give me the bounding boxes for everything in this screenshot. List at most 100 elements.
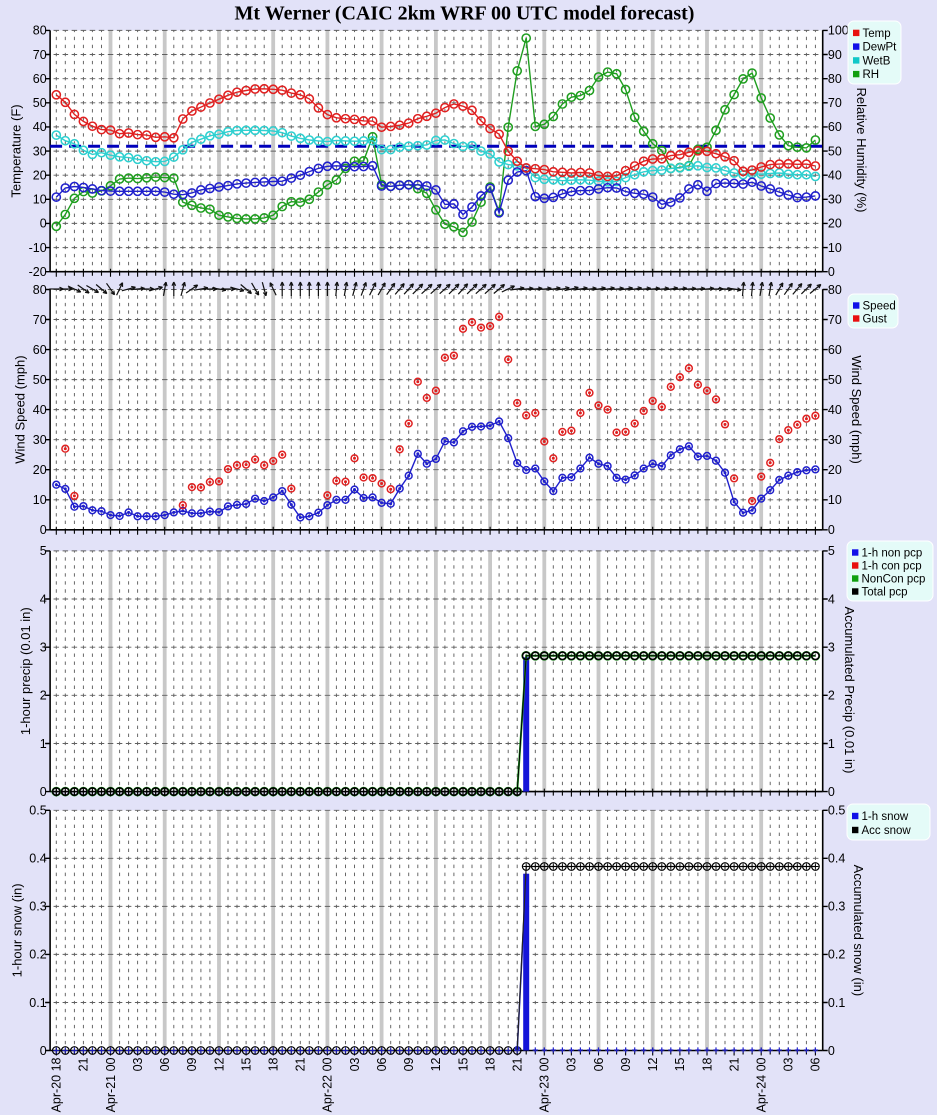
svg-text:20: 20 [33,169,47,183]
svg-text:100: 100 [828,24,849,38]
svg-text:0: 0 [828,785,835,799]
svg-text:-10: -10 [29,241,47,255]
svg-text:12: 12 [646,1057,660,1071]
svg-text:0.3: 0.3 [29,900,46,914]
svg-text:10: 10 [828,241,842,255]
svg-text:60: 60 [33,343,47,357]
svg-text:30: 30 [33,144,47,158]
svg-text:0: 0 [828,523,835,537]
svg-text:21: 21 [77,1057,91,1071]
svg-text:0.2: 0.2 [29,948,46,962]
svg-text:18: 18 [267,1057,281,1071]
svg-text:80: 80 [33,283,47,297]
svg-text:06: 06 [592,1057,606,1071]
svg-text:40: 40 [33,403,47,417]
svg-text:0: 0 [828,265,835,279]
svg-text:2: 2 [40,689,47,703]
svg-text:70: 70 [828,313,842,327]
svg-text:1: 1 [40,737,47,751]
svg-text:03: 03 [782,1057,796,1071]
svg-text:Apr-22 00: Apr-22 00 [321,1057,335,1112]
svg-text:0: 0 [40,217,47,231]
svg-text:0.2: 0.2 [828,948,845,962]
svg-text:09: 09 [185,1057,199,1071]
svg-text:Speed: Speed [863,301,896,313]
svg-text:03: 03 [565,1057,579,1071]
svg-text:Total pcp: Total pcp [862,587,908,599]
svg-text:40: 40 [828,403,842,417]
svg-text:21: 21 [294,1057,308,1071]
svg-text:06: 06 [158,1057,172,1071]
svg-text:60: 60 [33,72,47,86]
svg-text:Accumulated Precip (0.01 in): Accumulated Precip (0.01 in) [842,607,857,774]
svg-text:21: 21 [727,1057,741,1071]
svg-text:0: 0 [40,785,47,799]
svg-text:20: 20 [828,463,842,477]
svg-text:4: 4 [40,592,47,606]
svg-text:21: 21 [511,1057,525,1071]
svg-text:12: 12 [212,1057,226,1071]
svg-text:20: 20 [828,217,842,231]
svg-text:09: 09 [402,1057,416,1071]
svg-text:5: 5 [828,544,835,558]
svg-text:Temp: Temp [863,28,891,40]
svg-text:12: 12 [429,1057,443,1071]
svg-text:0.4: 0.4 [828,852,845,866]
svg-text:30: 30 [828,433,842,447]
svg-text:1-hour snow (in): 1-hour snow (in) [10,883,25,977]
svg-text:Apr-20 18: Apr-20 18 [50,1057,64,1112]
svg-text:Acc snow: Acc snow [862,825,912,837]
svg-text:30: 30 [828,193,842,207]
svg-text:0.1: 0.1 [828,996,845,1010]
svg-text:70: 70 [33,48,47,62]
svg-text:1-h non pcp: 1-h non pcp [862,548,923,560]
svg-text:3: 3 [40,641,47,655]
svg-text:60: 60 [828,120,842,134]
svg-text:0.1: 0.1 [29,996,46,1010]
svg-text:DewPt: DewPt [863,42,898,54]
svg-text:1-hour precip (0.01 in): 1-hour precip (0.01 in) [18,607,33,735]
svg-text:0.5: 0.5 [29,804,46,818]
svg-text:-20: -20 [29,265,47,279]
svg-text:03: 03 [131,1057,145,1071]
svg-text:0: 0 [40,1044,47,1058]
svg-text:06: 06 [375,1057,389,1071]
svg-text:90: 90 [828,48,842,62]
svg-text:1-h snow: 1-h snow [862,811,909,823]
svg-text:0.3: 0.3 [828,900,845,914]
svg-text:30: 30 [33,433,47,447]
svg-text:15: 15 [456,1057,470,1071]
svg-text:15: 15 [673,1057,687,1071]
svg-text:70: 70 [33,313,47,327]
svg-text:Relative Humidity (%): Relative Humidity (%) [854,88,869,213]
svg-text:4: 4 [828,592,835,606]
svg-text:RH: RH [863,69,880,81]
svg-text:50: 50 [828,144,842,158]
svg-text:10: 10 [828,493,842,507]
svg-text:50: 50 [828,373,842,387]
svg-text:18: 18 [483,1057,497,1071]
svg-text:2: 2 [828,689,835,703]
svg-text:Wind Speed (mph): Wind Speed (mph) [13,355,28,463]
svg-text:Temperature (F): Temperature (F) [9,104,24,197]
svg-text:Wind Speed (mph): Wind Speed (mph) [849,355,864,463]
svg-text:80: 80 [33,24,47,38]
svg-text:20: 20 [33,463,47,477]
svg-text:Accumulated snow (in): Accumulated snow (in) [851,865,866,997]
svg-text:50: 50 [33,373,47,387]
svg-text:03: 03 [348,1057,362,1071]
svg-text:0: 0 [828,1044,835,1058]
svg-text:70: 70 [828,96,842,110]
svg-text:1: 1 [828,737,835,751]
svg-text:09: 09 [619,1057,633,1071]
svg-text:80: 80 [828,283,842,297]
svg-text:06: 06 [809,1057,823,1071]
svg-text:Apr-21 00: Apr-21 00 [104,1057,118,1112]
svg-text:10: 10 [33,193,47,207]
svg-text:3: 3 [828,641,835,655]
svg-text:80: 80 [828,72,842,86]
svg-text:10: 10 [33,493,47,507]
svg-text:5: 5 [40,544,47,558]
svg-text:40: 40 [828,169,842,183]
svg-text:Apr-24 00: Apr-24 00 [755,1057,769,1112]
